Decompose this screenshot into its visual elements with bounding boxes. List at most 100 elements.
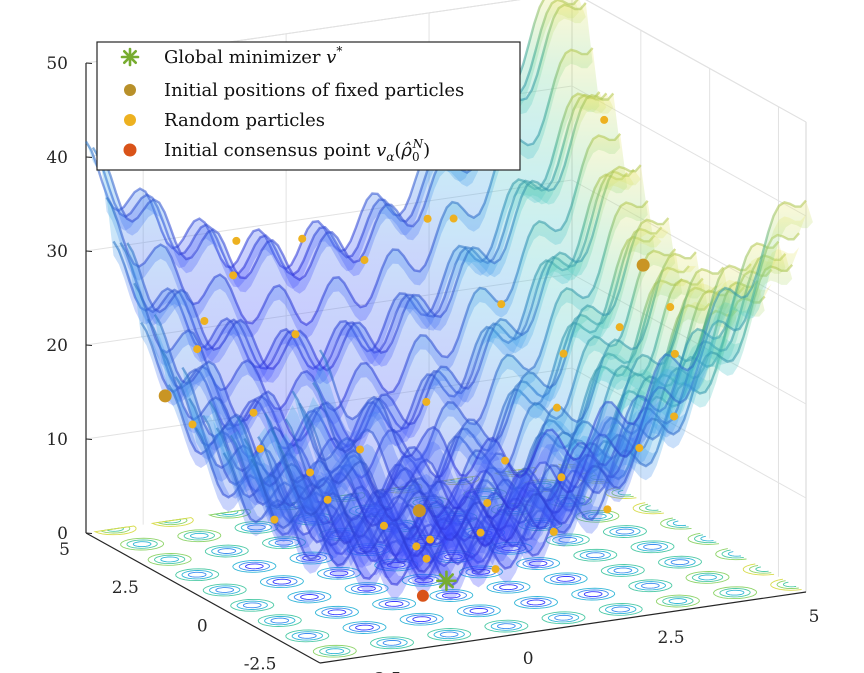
random-particle-marker — [422, 397, 431, 406]
objective-surface — [84, 0, 813, 601]
contour-line — [664, 557, 696, 567]
contour-line — [643, 543, 662, 550]
z-tick-label: 30 — [46, 242, 68, 262]
contour-line — [749, 564, 772, 574]
contour-line — [628, 579, 673, 593]
contour-line — [579, 550, 611, 560]
fixed-particle-marker — [636, 258, 650, 272]
contour-line — [177, 529, 222, 543]
contour-line — [238, 561, 270, 571]
legend-marker-global-minimizer — [120, 47, 140, 67]
contour-line — [183, 531, 215, 541]
contour-line — [666, 519, 689, 528]
contour-line — [691, 572, 724, 583]
random-particle-marker — [559, 349, 568, 358]
z-tick-mark — [85, 250, 93, 252]
contour-line — [598, 603, 643, 616]
random-particle-marker — [270, 515, 279, 524]
random-particle-marker — [501, 456, 510, 465]
random-particle-marker — [483, 498, 492, 507]
y-tick-label: 0 — [197, 616, 208, 636]
contour-line — [327, 609, 347, 616]
contour-line — [242, 602, 262, 609]
contour-line — [156, 518, 188, 526]
contour-line — [147, 553, 192, 566]
contour-line — [607, 565, 639, 576]
z-tick-mark — [85, 62, 93, 64]
surface-strip — [154, 165, 648, 492]
contour-line — [755, 566, 769, 572]
contour-line — [694, 534, 717, 544]
contour-line — [406, 614, 438, 624]
legend-marker-random-particles — [124, 114, 136, 126]
surface-ridge — [318, 199, 807, 479]
random-particle-marker — [476, 528, 485, 537]
contour-line — [160, 556, 179, 563]
z-tick-label: 40 — [46, 148, 68, 168]
contour-line — [514, 596, 558, 609]
random-particle-marker — [229, 271, 238, 280]
contour-line — [782, 581, 797, 588]
z-tick-label: 10 — [46, 430, 68, 450]
z-tick-label: 20 — [46, 336, 68, 356]
contour-line — [217, 548, 237, 554]
z-tick-label: 0 — [57, 524, 68, 544]
contour-line — [658, 555, 702, 569]
contour-line — [270, 617, 290, 624]
contour-line — [583, 591, 603, 598]
contour-line — [573, 548, 618, 562]
z-tick-mark — [85, 156, 93, 158]
random-particle-marker — [306, 468, 315, 477]
contour-line — [204, 544, 249, 558]
contour-line — [585, 552, 605, 559]
contour-line — [211, 546, 243, 556]
contour-line — [300, 594, 319, 600]
random-particle-marker — [666, 303, 675, 312]
contour-line — [376, 638, 408, 648]
contour-line — [556, 575, 575, 582]
random-particle-marker — [356, 445, 365, 454]
contour-line — [154, 554, 186, 565]
contour-line — [236, 600, 268, 610]
contour-line — [291, 631, 323, 641]
contour-line — [325, 648, 345, 655]
contour-line — [209, 585, 241, 595]
contour-line — [126, 539, 158, 549]
contour-line — [245, 563, 264, 570]
contour-line — [232, 559, 277, 573]
random-particle-marker — [603, 505, 612, 514]
contour-line — [378, 599, 410, 609]
contour-line — [571, 587, 616, 601]
contour-line — [672, 520, 687, 527]
contour-line — [342, 621, 387, 634]
legend-box — [96, 41, 521, 171]
contour-line — [202, 583, 247, 597]
legend: Global minimizer v* Initial positions of… — [96, 41, 521, 171]
contour-line — [384, 600, 404, 607]
contour-line — [776, 580, 799, 589]
contour-line — [638, 503, 662, 513]
contour-line — [713, 586, 758, 600]
surface-strip — [106, 48, 600, 383]
x-tick-label: 0 — [523, 649, 534, 669]
y-tick-label: 5 — [59, 540, 70, 560]
legend-label-consensus-point: Initial consensus point vα(ρ̂0N) — [164, 137, 430, 164]
contour-line — [104, 527, 124, 532]
contour-line — [497, 623, 516, 630]
contour-line — [293, 592, 326, 602]
particle-markers — [158, 115, 679, 602]
contour-line — [427, 628, 472, 641]
contour-line — [187, 571, 207, 578]
contour-line — [687, 532, 720, 545]
contour-line — [321, 607, 353, 617]
surface-strip — [134, 133, 628, 464]
contour-line — [602, 525, 647, 538]
contour-line — [399, 612, 444, 626]
x-tick-label: 5 — [809, 607, 820, 627]
contour-line — [655, 594, 700, 608]
legend-marker-fixed-particles — [124, 84, 136, 96]
contour-line — [215, 587, 235, 593]
random-particle-marker — [188, 420, 197, 429]
legend-label-fixed-particles: Initial positions of fixed particles — [164, 80, 464, 101]
contour-line — [272, 578, 292, 585]
